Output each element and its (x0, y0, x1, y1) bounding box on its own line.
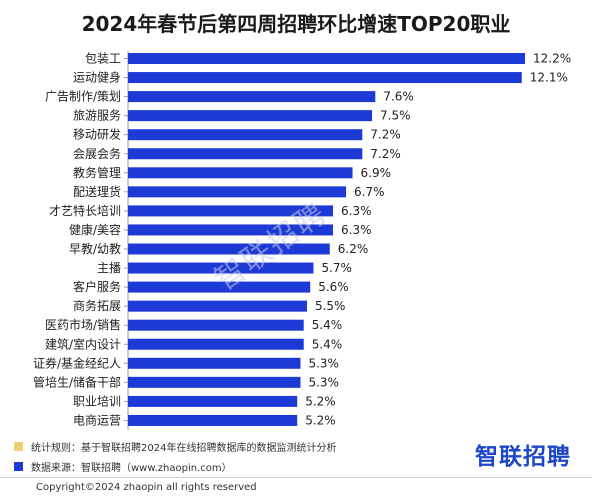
bar (128, 53, 525, 64)
category-label: 才艺特长培训 (49, 203, 121, 218)
value-label: 7.2% (370, 147, 401, 161)
note-rule-swatch (14, 441, 23, 451)
category-label: 广告制作/策划 (45, 90, 121, 104)
category-label: 商务拓展 (73, 298, 121, 313)
category-label: 健康/美容 (69, 222, 121, 237)
category-label: 证券/基金经纪人 (33, 355, 121, 370)
category-label: 客户服务 (73, 279, 121, 294)
category-label: 移动研发 (73, 127, 121, 142)
bar (128, 376, 301, 388)
value-label: 5.3% (308, 375, 339, 389)
value-label: 5.4% (312, 318, 343, 332)
bar (128, 243, 330, 255)
category-label: 主播 (97, 261, 121, 275)
value-label: 5.4% (312, 337, 343, 351)
bar (128, 281, 311, 293)
bar (128, 300, 307, 312)
category-label: 建筑/室内设计 (45, 336, 121, 351)
value-label: 5.6% (318, 280, 349, 294)
chart-title: 2024年春节后第四周招聘环比增速TOP20职业 (81, 12, 511, 36)
value-label: 7.5% (380, 109, 411, 123)
notes: 统计规则：基于智联招聘2024年在线招聘数据库的数据监测统计分析 数据来源：智联… (14, 436, 336, 476)
bar (128, 91, 376, 103)
value-label: 12.2% (533, 52, 571, 66)
bar (128, 110, 373, 122)
note-source-text: 数据来源：智联招聘（www.zhaopin.com） (31, 462, 232, 474)
bar (128, 319, 304, 331)
value-label: 5.2% (305, 413, 336, 427)
bar (128, 357, 301, 369)
category-label: 包装工 (85, 52, 121, 66)
category-label: 职业培训 (73, 393, 121, 408)
category-label: 会展会务 (73, 146, 121, 161)
note-source-swatch (14, 461, 23, 471)
value-label: 12.1% (530, 71, 568, 85)
bar (128, 205, 334, 217)
value-label: 6.3% (341, 204, 372, 218)
value-label: 6.2% (338, 242, 369, 256)
value-label: 5.3% (308, 356, 339, 370)
value-label: 5.7% (321, 261, 352, 275)
note-rule: 统计规则：基于智联招聘2024年在线招聘数据库的数据监测统计分析 (14, 436, 336, 456)
copyright-text: Copyright©2024 zhaopin all rights reserv… (36, 482, 257, 493)
value-label: 7.2% (370, 128, 401, 142)
note-rule-text: 统计规则：基于智联招聘2024年在线招聘数据库的数据监测统计分析 (31, 442, 337, 454)
value-label: 6.9% (361, 166, 392, 180)
category-label: 配送理货 (73, 184, 121, 199)
bar (128, 224, 334, 236)
category-label: 电商运营 (73, 412, 121, 427)
bar (128, 338, 304, 350)
category-label: 旅游服务 (73, 108, 121, 123)
bar (128, 72, 522, 84)
value-label: 5.2% (305, 394, 336, 408)
footer-divider (0, 477, 592, 478)
value-label: 5.5% (315, 299, 346, 313)
value-label: 6.7% (354, 185, 385, 199)
category-label: 医药市场/销售 (45, 317, 121, 332)
bar (128, 186, 347, 198)
bar-chart: 包装工 12.2% 运动健身 12.1% 广告制作/策划 7.6% 旅游服务 7.5% 移动研发… (33, 51, 571, 430)
bar (128, 395, 298, 407)
category-label: 早教/幼教 (69, 241, 121, 256)
category-label: 教务管理 (73, 165, 121, 180)
bar (128, 167, 353, 179)
bar (128, 129, 363, 141)
zhaopin-logo: 智联招聘 (475, 444, 571, 470)
category-label: 管培生/储备干部 (33, 374, 121, 389)
note-source: 数据来源：智联招聘（www.zhaopin.com） (14, 456, 336, 476)
bar (128, 262, 314, 274)
category-label: 运动健身 (73, 70, 121, 85)
bar (128, 414, 298, 426)
value-label: 6.3% (341, 223, 372, 237)
bar (128, 148, 363, 160)
value-label: 7.6% (383, 90, 414, 104)
